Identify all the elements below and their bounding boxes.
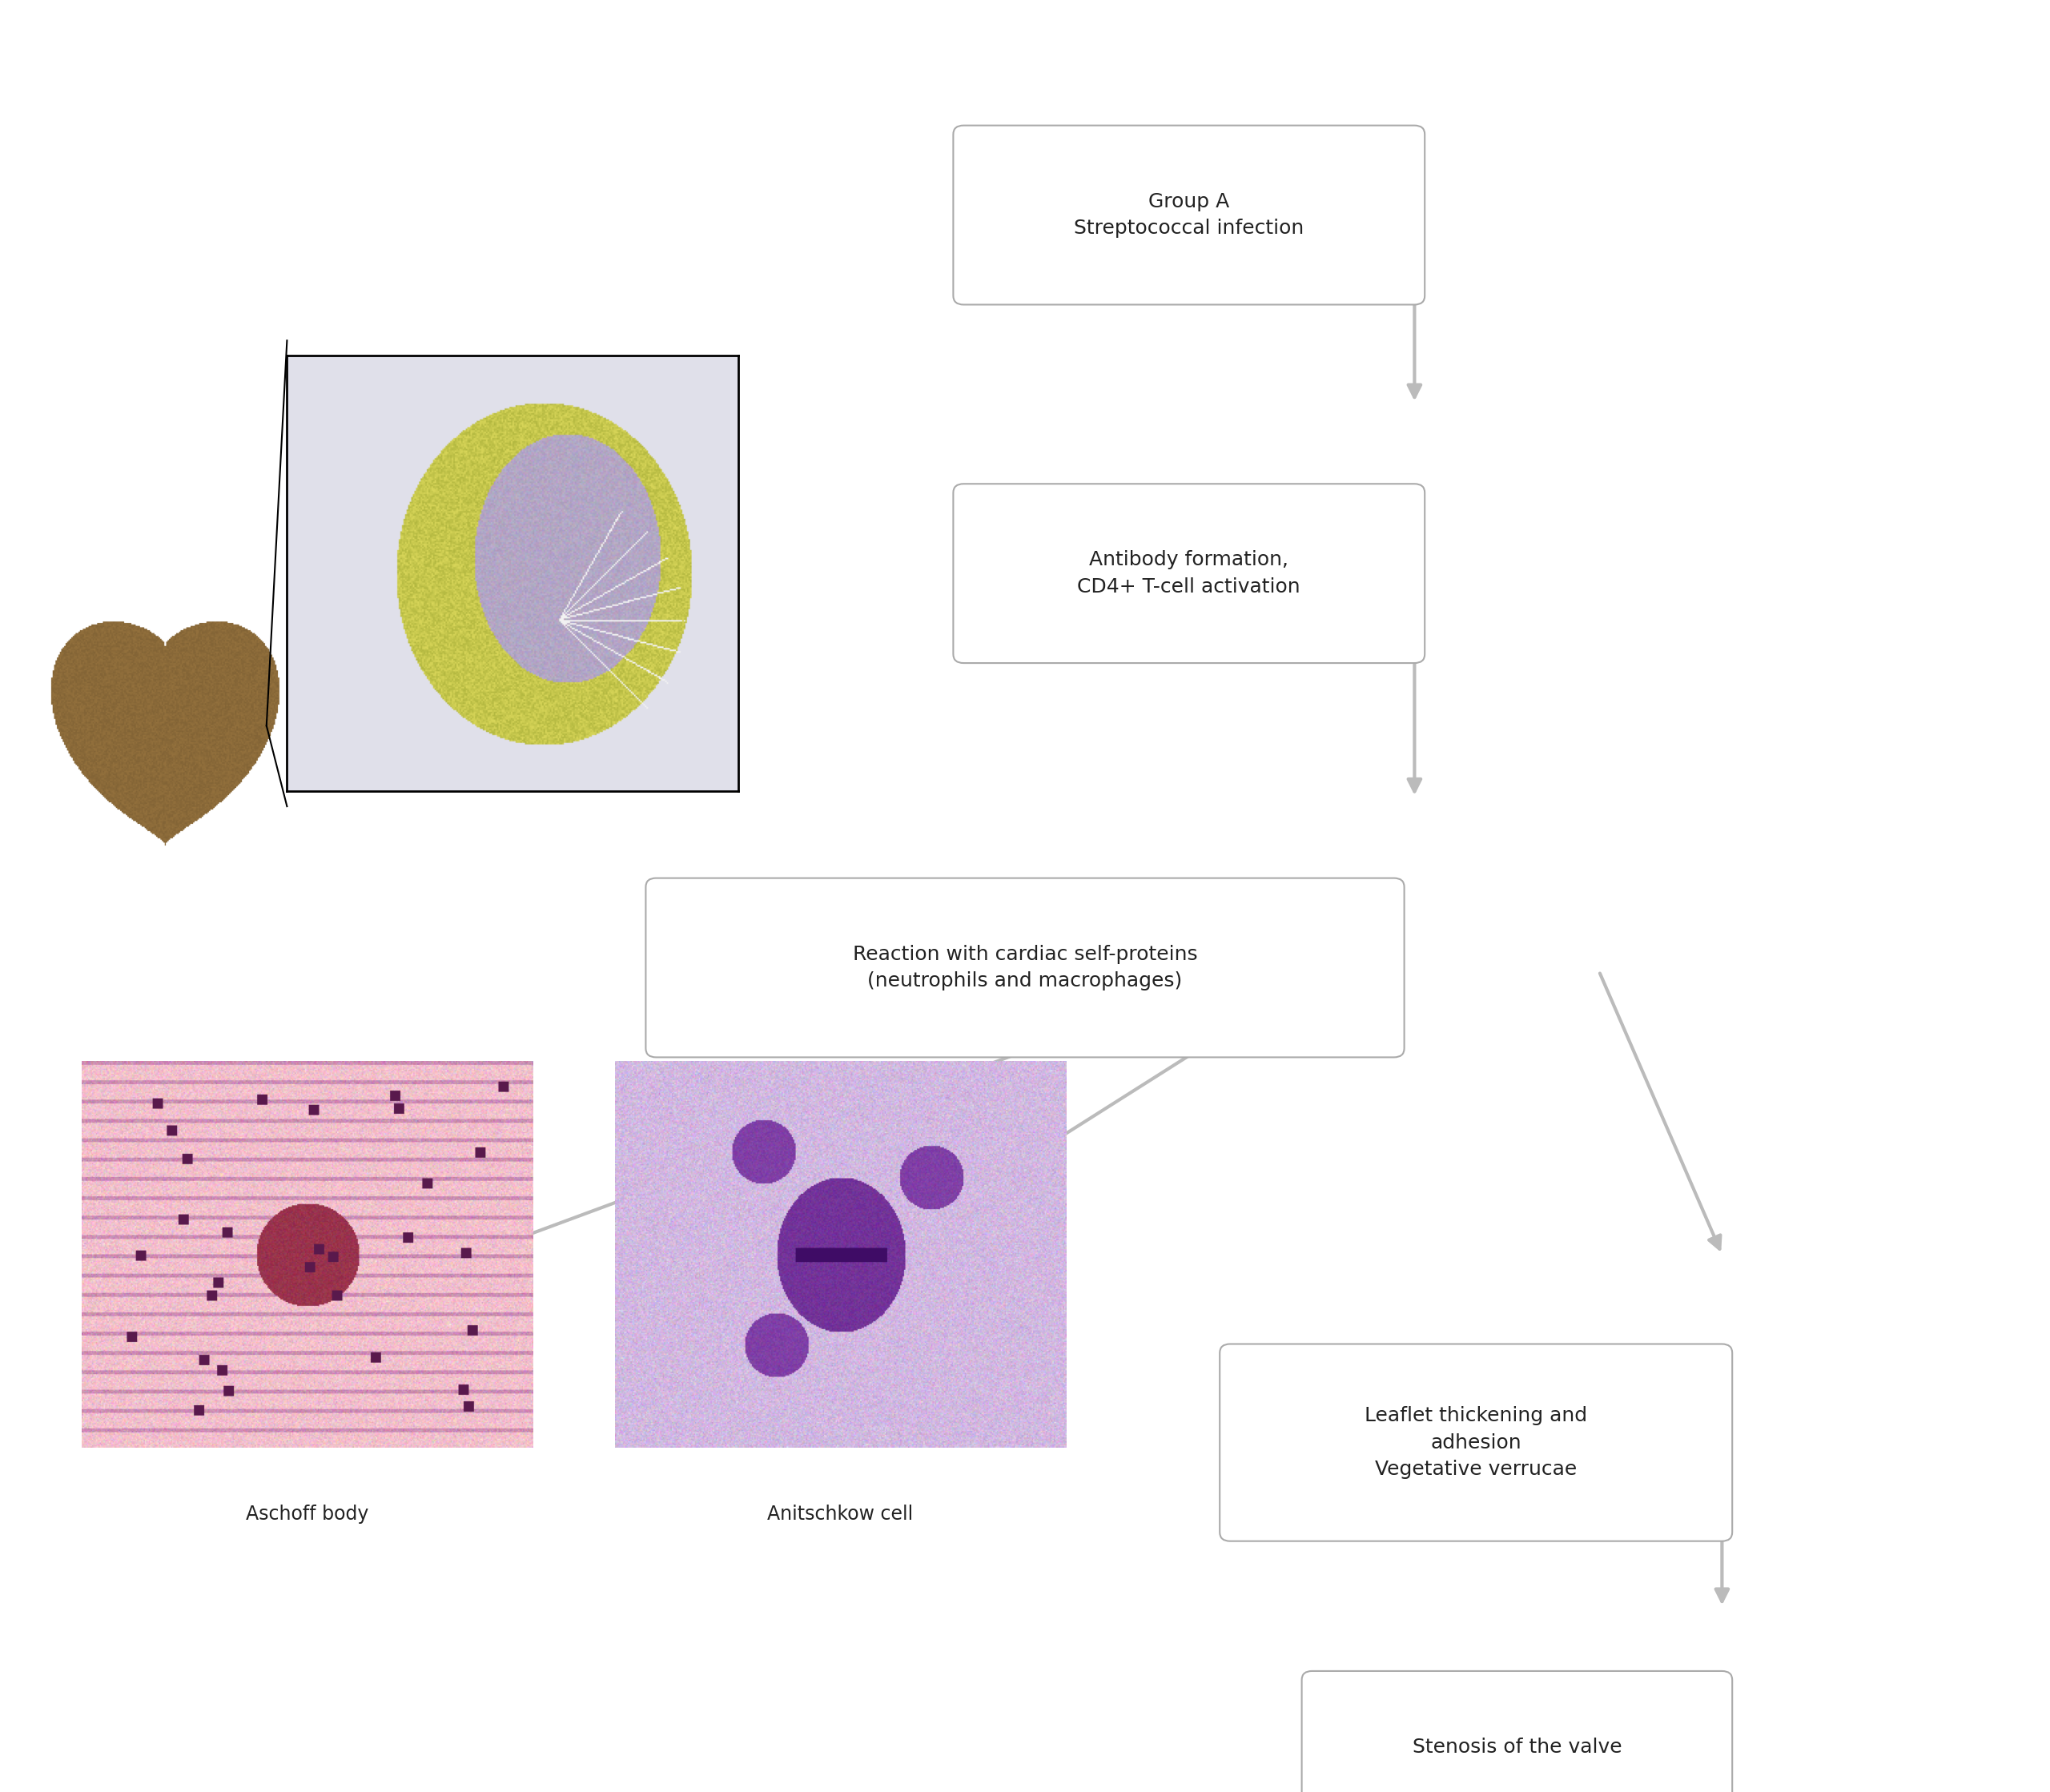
- FancyBboxPatch shape: [1302, 1670, 1732, 1792]
- FancyBboxPatch shape: [953, 125, 1425, 305]
- Text: Aschoff body: Aschoff body: [246, 1505, 369, 1523]
- FancyBboxPatch shape: [646, 878, 1404, 1057]
- Text: Reaction with cardiac self-proteins
(neutrophils and macrophages): Reaction with cardiac self-proteins (neu…: [853, 944, 1197, 991]
- FancyBboxPatch shape: [953, 484, 1425, 663]
- Text: Antibody formation,
CD4+ T-cell activation: Antibody formation, CD4+ T-cell activati…: [1078, 550, 1300, 597]
- FancyBboxPatch shape: [1220, 1344, 1732, 1541]
- Text: Stenosis of the valve: Stenosis of the valve: [1412, 1738, 1622, 1756]
- Text: Anitschkow cell: Anitschkow cell: [767, 1505, 914, 1523]
- Text: Leaflet thickening and
adhesion
Vegetative verrucae: Leaflet thickening and adhesion Vegetati…: [1365, 1407, 1587, 1478]
- Text: Group A
Streptococcal infection: Group A Streptococcal infection: [1074, 192, 1304, 238]
